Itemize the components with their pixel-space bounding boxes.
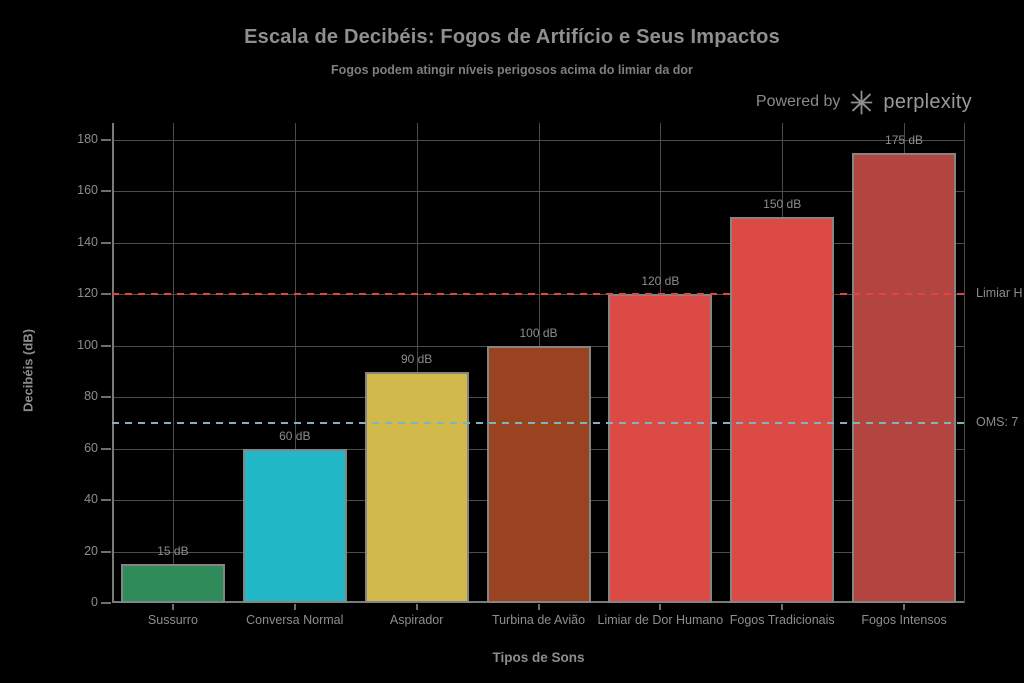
y-tick-label: 20 [84,543,98,558]
x-tick-mark [659,604,662,610]
reference-line-label: Limiar H [976,286,1023,301]
chart-title: Escala de Decibéis: Fogos de Artifício e… [244,26,780,48]
chart-subtitle: Fogos podem atingir níveis perigosos aci… [331,63,693,77]
bar-fogos-intensos [852,152,957,603]
bar-value-label: 100 dB [519,325,558,340]
y-tick-mark [101,499,111,502]
x-tick-mark [781,604,784,610]
bar-limiar-de-dor-humano [608,294,713,603]
plot-area: 15 dB 60 dB 90 dB 100 dB 120 dB 150 dB 175 dB [112,123,965,603]
y-axis-title: Decibéis (dB) [20,328,36,413]
x-axis-title: Tipos de Sons [492,650,585,665]
plot-right-border [964,123,965,603]
y-tick-mark [101,139,111,141]
x-tick-label: Fogos Intensos [861,613,947,627]
powered-by-text: Powered by [755,93,841,110]
bar-value-label: 90 dB [400,351,433,366]
y-tick-mark [101,344,111,347]
reference-line-label: OMS: 7 [976,414,1019,429]
y-tick-label: 160 [77,183,98,198]
bar-aspirador [364,371,469,603]
perplexity-logo-icon [851,90,873,114]
bar-value-label: 60 dB [279,428,311,443]
x-tick-mark [171,604,174,610]
x-tick-label: Limiar de Dor Humano [597,613,724,627]
gridline-vertical [294,123,296,603]
bar-value-label: 15 dB [157,544,189,559]
y-tick-mark [101,293,111,296]
x-tick-label: Fogos Tradicionais [729,613,835,627]
x-tick-mark [293,604,296,610]
x-tick-mark [537,604,540,610]
y-tick-label: 140 [77,234,98,249]
x-tick-label: Turbina de Avião [491,613,586,627]
y-tick-label: 100 [77,337,98,352]
y-tick-label: 180 [77,132,98,146]
y-tick-mark [101,447,111,450]
bar-conversa-normal [242,448,347,603]
gridline-vertical [172,123,174,603]
x-tick-label: Conversa Normal [246,613,344,627]
gridline-vertical [416,123,418,603]
y-axis-line [112,123,114,603]
powered-by-branding: Powered by perplexity [756,86,972,118]
reference-line-120 [112,293,969,296]
bar-value-label: 175 dB [885,132,924,147]
y-tick-mark [101,241,111,244]
y-tick-mark [101,550,111,553]
y-tick-mark [101,602,111,604]
y-tick-label: 0 [91,595,98,609]
bar-fogos-tradicionais [730,217,835,603]
reference-line-70 [112,421,969,424]
y-tick-label: 120 [77,286,98,301]
bar-value-label: 150 dB [763,197,802,212]
x-tick-mark [903,604,906,610]
y-tick-mark [101,190,111,193]
y-tick-label: 40 [84,492,98,507]
x-tick-label: Sussurro [147,613,198,627]
y-tick-mark [101,396,111,399]
y-tick-label: 80 [84,389,98,404]
bar-value-label: 120 dB [641,274,680,289]
brand-name-text: perplexity [883,90,972,113]
y-tick-label: 60 [84,440,98,455]
x-tick-label: Aspirador [389,613,444,627]
x-tick-mark [415,604,418,610]
bar-sussurro [120,564,225,603]
bar-turbina-de-avi-o [486,345,591,603]
